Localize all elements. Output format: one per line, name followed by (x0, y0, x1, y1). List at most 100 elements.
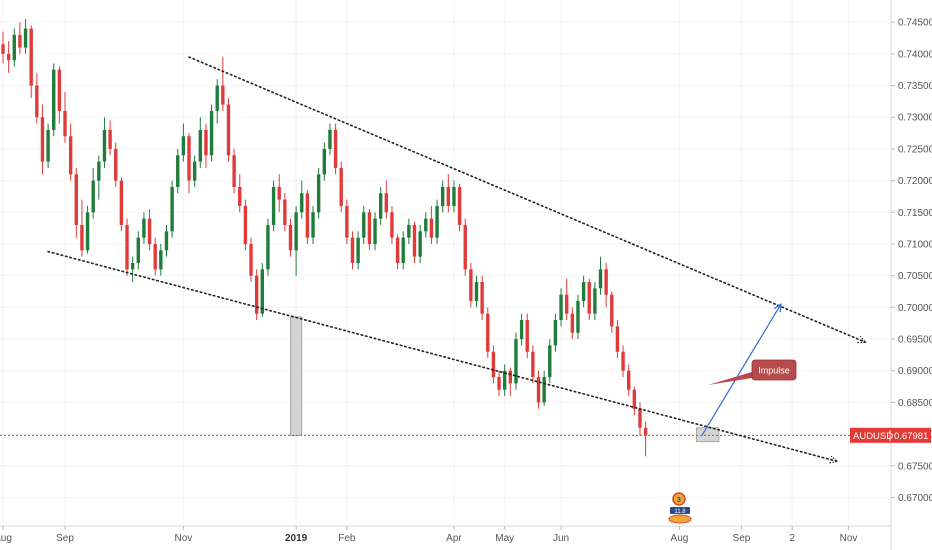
projection-arrow[interactable] (701, 303, 782, 436)
candle-body (23, 28, 28, 48)
lower-trendline[interactable] (47, 250, 839, 463)
candle-body (40, 117, 45, 162)
candle-body (102, 129, 107, 162)
current-price-tag: AUDUSD 0.67981 (850, 427, 931, 443)
candle-body (238, 186, 242, 206)
candle-body (6, 53, 11, 61)
candle-body (491, 351, 496, 378)
candle-body (440, 186, 445, 206)
candle-body (497, 377, 501, 390)
candle-body (553, 320, 558, 346)
candle-body (142, 218, 146, 238)
candle-body (502, 370, 507, 390)
candle-body (125, 224, 129, 270)
candle-body (424, 218, 428, 232)
candle-body (395, 237, 400, 263)
price-tick-label: 0.70500 (898, 271, 932, 282)
time-tick-label: Jun (553, 533, 569, 544)
candle-body (536, 377, 541, 403)
candle-body (46, 129, 50, 162)
candle-body (367, 212, 372, 244)
candle-body (548, 345, 552, 378)
candle-body (232, 155, 236, 187)
projection-arrow-line[interactable] (701, 303, 782, 436)
impulse-callout[interactable]: Impulse (708, 359, 797, 385)
candle-body (136, 237, 140, 263)
time-tick-label: Aug (0, 533, 12, 544)
candle-body (598, 269, 603, 289)
candle-body (514, 339, 518, 384)
price-tick-label: 0.72500 (898, 144, 932, 155)
candle-body (204, 129, 208, 156)
trendlines[interactable] (47, 56, 867, 464)
candle-body (221, 85, 225, 105)
candle-body (1, 44, 5, 54)
candle-body (362, 212, 366, 238)
candle-body (288, 224, 293, 251)
candle-body (339, 167, 343, 206)
candlestick-series (1, 19, 648, 457)
watermark-logo: 3 11.8 (668, 492, 692, 524)
time-tick-label: Sep (56, 533, 74, 544)
candle-body (412, 224, 417, 257)
candle-body (18, 34, 22, 48)
candle-body (429, 218, 434, 238)
candle-body (570, 313, 575, 333)
candle-body (243, 205, 248, 244)
lower-trendline-arrowhead (829, 455, 839, 464)
candle-body (525, 320, 529, 352)
candle-body (170, 186, 174, 232)
time-tick-label: Nov (174, 533, 192, 544)
candle-body (35, 85, 39, 118)
price-tick-label: 0.73000 (898, 113, 932, 124)
projection-arrowhead (773, 303, 782, 313)
watermark-badge (672, 492, 686, 506)
candle-body (164, 231, 169, 251)
price-tick-label: 0.69500 (898, 335, 932, 346)
price-tick-label: 0.73500 (898, 81, 932, 92)
candle-body (643, 427, 648, 436)
candle-body (638, 408, 642, 428)
price-tick-label: 0.74500 (898, 18, 932, 29)
candle-body (480, 282, 484, 314)
candle-body (29, 28, 33, 86)
candle-body (249, 243, 253, 276)
time-tick-label: 2019 (285, 533, 308, 544)
candle-body (226, 104, 231, 156)
candle-body (328, 129, 332, 149)
time-tick-label: Aug (671, 533, 689, 544)
candle-body (604, 269, 608, 295)
candle-body (305, 193, 310, 238)
candle-body (615, 326, 620, 352)
candle-body (114, 148, 118, 181)
upper-trendline-arrowhead (857, 335, 867, 344)
candle-body (266, 224, 270, 270)
candle-body (300, 193, 304, 213)
time-axis[interactable]: Aug Sep Nov 2019 Feb Apr May Jun Aug Sep 2 Nov (0, 526, 857, 544)
price-axis[interactable]: 0.74500 0.74000 0.73500 0.73000 0.72500 0.720… (891, 18, 932, 504)
callout-pointer (708, 372, 752, 385)
candle-body (407, 224, 411, 238)
time-tick-label: May (495, 533, 514, 544)
candle-body (401, 237, 405, 263)
candle-body (632, 389, 637, 409)
upper-trendline[interactable] (188, 56, 867, 344)
candle-body (469, 269, 473, 302)
candle-body (474, 282, 479, 302)
candle-body (311, 212, 315, 238)
candle-body (192, 161, 197, 181)
candle-body (593, 288, 597, 314)
price-tag-background (850, 427, 931, 443)
callout-box[interactable] (751, 359, 797, 381)
candle-body (565, 294, 569, 314)
callout-text: Impulse (758, 366, 790, 376)
candle-body (147, 218, 152, 244)
candle-body (12, 34, 16, 61)
candle-body (322, 148, 326, 175)
candle-body (198, 129, 202, 162)
candle-body (519, 320, 524, 340)
candle-body (446, 186, 451, 206)
candle-body (576, 301, 580, 333)
candle-body (187, 136, 191, 181)
